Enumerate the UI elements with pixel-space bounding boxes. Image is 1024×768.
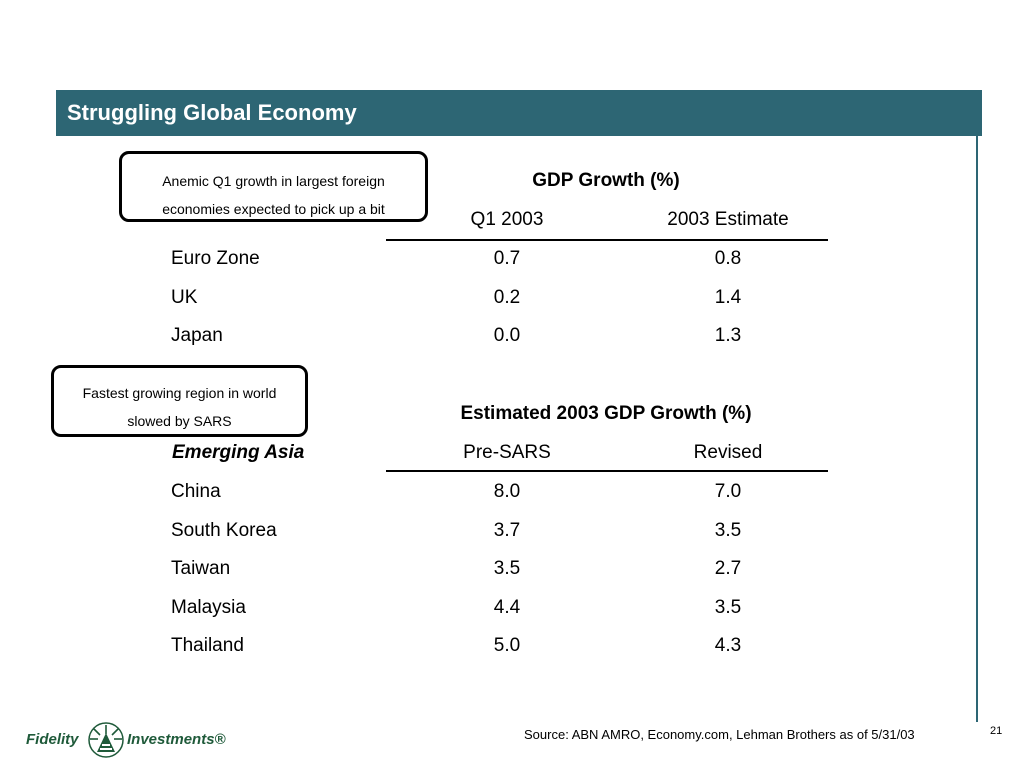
table2-heading: Estimated 2003 GDP Growth (%) (460, 403, 752, 424)
table1-col-estimate: 2003 Estimate (667, 209, 789, 230)
callout-line: economies expected to pick up a bit (162, 201, 385, 217)
table1-heading: GDP Growth (%) (532, 170, 680, 191)
table2-cell: 3.5 (714, 520, 742, 541)
right-divider (976, 136, 978, 722)
table1-col-q1: Q1 2003 (470, 209, 544, 230)
page-number: 21 (990, 725, 1003, 737)
table2-row-label: Malaysia (171, 597, 246, 618)
table1-row-label: Euro Zone (171, 248, 260, 269)
table2-cell: 7.0 (714, 481, 742, 502)
table1-cell: 0.0 (493, 325, 521, 346)
table2-cell: 4.4 (493, 597, 521, 618)
table2-cell: 3.5 (714, 597, 742, 618)
table2-cell: 2.7 (714, 558, 742, 579)
fidelity-logo: Fidelity Investments® (26, 722, 236, 758)
callout-line: Fastest growing region in world (82, 385, 277, 401)
table1-cell: 0.8 (714, 248, 742, 269)
table2-row-label: South Korea (171, 520, 277, 541)
table2-cell: 8.0 (493, 481, 521, 502)
table1-cell: 1.3 (714, 325, 742, 346)
logo-text-left: Fidelity (26, 731, 79, 748)
table1-cell: 1.4 (714, 287, 742, 308)
source-note: Source: ABN AMRO, Economy.com, Lehman Br… (524, 727, 915, 742)
table2-row-label: China (171, 481, 221, 502)
table2-row-label: Taiwan (171, 558, 231, 579)
table2-cell: 4.3 (714, 635, 742, 656)
table2-row-label: Thailand (171, 635, 244, 656)
title-bar: Struggling Global Economy (56, 90, 982, 136)
table2-col-presars: Pre-SARS (463, 442, 551, 463)
table1-row-label: UK (171, 287, 198, 308)
table2-header-rule (386, 470, 828, 472)
table2-region-label: Emerging Asia (172, 442, 305, 463)
callout-foreign-economies: Anemic Q1 growth in largest foreign econ… (119, 151, 428, 222)
callout-emerging-asia: Fastest growing region in world slowed b… (51, 365, 308, 437)
table2-cell: 3.7 (493, 520, 521, 541)
table1-header-rule (386, 239, 828, 241)
table2-cell: 3.5 (493, 558, 521, 579)
table1-cell: 0.2 (493, 287, 521, 308)
table1-cell: 0.7 (493, 248, 521, 269)
table2-col-revised: Revised (693, 442, 763, 463)
slide-title: Struggling Global Economy (67, 100, 357, 125)
callout-line: slowed by SARS (127, 413, 232, 429)
callout-line: Anemic Q1 growth in largest foreign (162, 173, 385, 189)
table1-row-label: Japan (171, 325, 223, 346)
table2-cell: 5.0 (493, 635, 521, 656)
logo-text-right: Investments® (127, 731, 226, 748)
fidelity-pyramid-logo-icon (88, 722, 124, 758)
